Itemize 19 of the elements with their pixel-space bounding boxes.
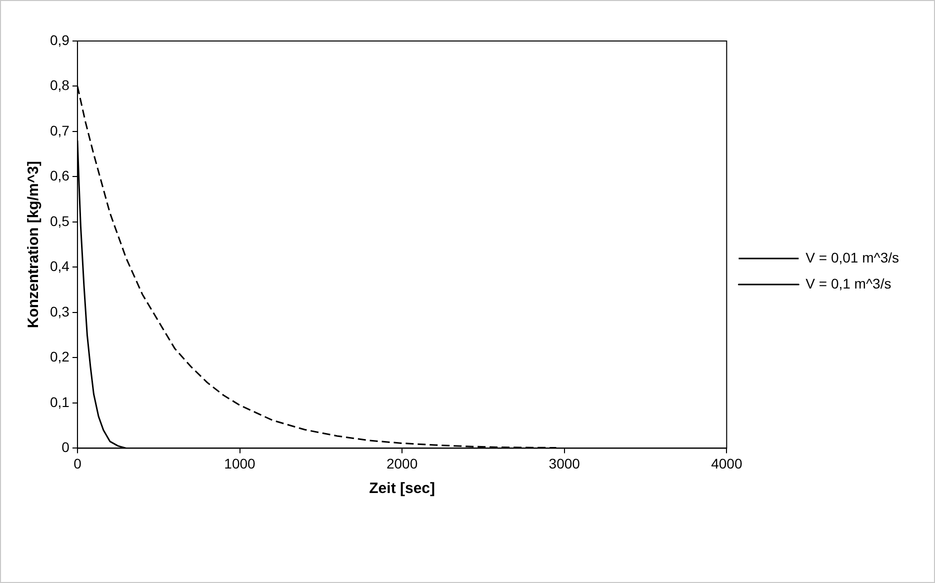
y-axis-title: Konzentration [kg/m^3] <box>25 161 42 328</box>
y-tick-label: 0,5 <box>50 212 70 229</box>
y-tick-label: 0,8 <box>50 77 70 94</box>
x-tick-label: 3000 <box>548 455 580 472</box>
y-tick-label: 0,6 <box>50 168 70 184</box>
y-tick-label: 0,9 <box>50 32 70 48</box>
y-tick-label: 0,2 <box>50 348 70 365</box>
legend-label: V = 0,01 m^3/s <box>806 249 900 266</box>
x-tick-label: 0 <box>74 455 82 472</box>
y-tick-label: 0,3 <box>50 303 70 320</box>
x-tick-label: 4000 <box>711 455 742 472</box>
y-tick-label: 0,1 <box>50 394 70 410</box>
x-tick-label: 2000 <box>386 455 418 472</box>
y-tick-label: 0,7 <box>50 122 70 138</box>
y-tick-label: 0,4 <box>50 258 70 274</box>
legend-label: V = 0,1 m^3/s <box>806 275 892 292</box>
x-tick-label: 1000 <box>224 455 256 472</box>
x-axis-title: Zeit [sec] <box>369 480 435 498</box>
y-tick-label: 0 <box>62 439 70 456</box>
